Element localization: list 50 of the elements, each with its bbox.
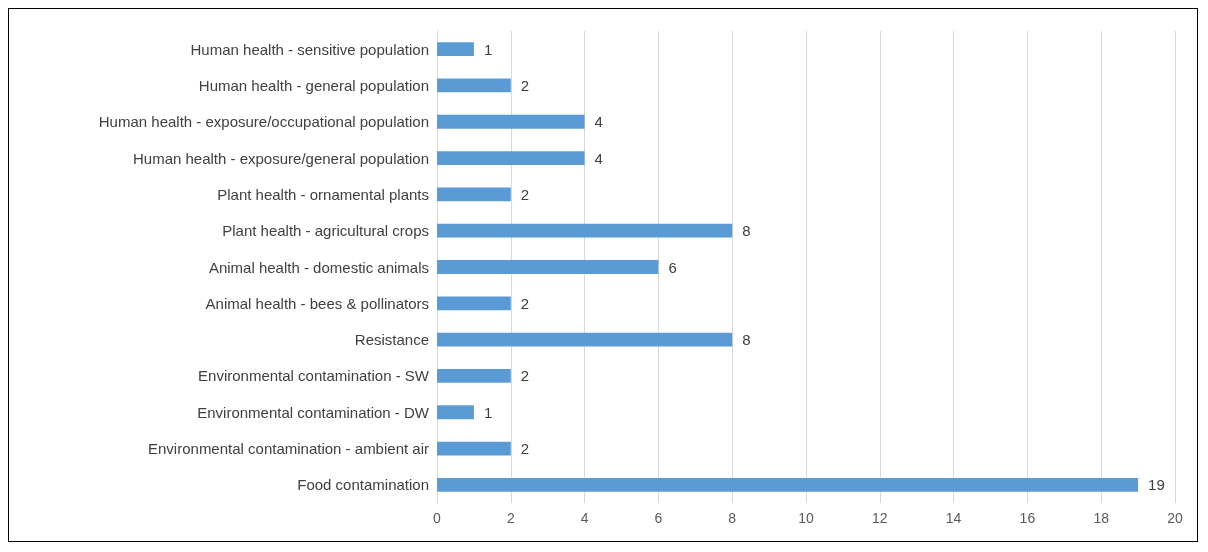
data-label: 4: [594, 113, 603, 131]
x-tick-label: 6: [654, 510, 663, 526]
bar: [437, 223, 733, 238]
x-tick-label: 0: [433, 510, 442, 526]
data-label: 19: [1148, 476, 1165, 494]
data-label: 4: [594, 149, 603, 167]
bar: [437, 114, 585, 129]
x-tick-label: 4: [580, 510, 589, 526]
y-tick-label: Animal health - domestic animals: [208, 258, 429, 276]
x-tick-label: 10: [798, 510, 814, 526]
y-tick-label: Environmental contamination - DW: [197, 403, 430, 421]
bar: [437, 296, 511, 311]
x-tick-label: 8: [728, 510, 737, 526]
bar: [437, 187, 511, 202]
data-label: 2: [520, 185, 530, 203]
y-tick-label: Human health - sensitive population: [190, 40, 429, 58]
y-tick-label: Environmental contamination - SW: [198, 367, 430, 385]
data-label: 2: [520, 440, 530, 458]
y-tick-label: Human health - exposure/occupational population: [98, 113, 429, 131]
data-label: 1: [483, 40, 493, 58]
y-tick-label: Plant health - agricultural crops: [222, 222, 429, 240]
data-label: 2: [520, 294, 530, 312]
x-tick-label: 20: [1167, 510, 1183, 526]
x-tick-label: 18: [1093, 510, 1110, 526]
bar: [437, 332, 733, 347]
data-label: 8: [742, 331, 751, 349]
bar: [437, 369, 511, 383]
bar: [437, 441, 511, 456]
x-tick-label: 12: [872, 510, 888, 526]
data-label: 6: [668, 258, 677, 276]
data-label: 2: [520, 367, 530, 385]
bar: [437, 260, 659, 274]
data-label: 1: [483, 403, 493, 421]
y-tick-label: Human health - general population: [198, 76, 429, 94]
data-label: 8: [742, 222, 751, 240]
x-tick-label: 14: [945, 510, 962, 526]
y-tick-label: Food contamination: [297, 476, 429, 494]
bar: [437, 405, 474, 420]
bar: [437, 477, 1139, 492]
y-tick-label: Animal health - bees & pollinators: [205, 294, 429, 312]
y-tick-label: Plant health - ornamental plants: [217, 185, 429, 203]
data-label: 2: [520, 76, 530, 94]
y-tick-label: Human health - exposure/general population: [132, 149, 429, 167]
x-tick-label: 16: [1019, 510, 1036, 526]
x-tick-label: 2: [506, 510, 515, 526]
y-tick-label: Environmental contamination - ambient air: [148, 440, 429, 458]
bar: [437, 151, 585, 165]
bar: [437, 78, 511, 93]
y-tick-label: Resistance: [354, 331, 429, 349]
bar: [437, 42, 474, 57]
